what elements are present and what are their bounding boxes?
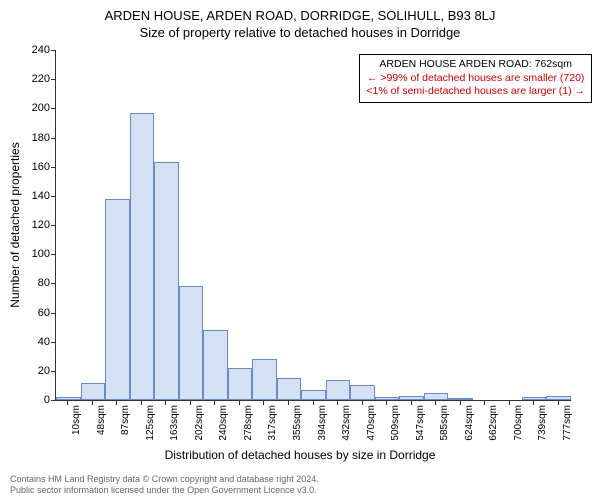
x-tickmark [263, 400, 264, 405]
y-tick-label: 100 [20, 248, 50, 260]
histogram-bar [228, 368, 253, 400]
x-tickmark [435, 400, 436, 405]
y-tick-label: 180 [20, 132, 50, 144]
x-tickmark [165, 400, 166, 405]
y-tickmark [51, 79, 56, 80]
x-tick-label: 87sqm [120, 405, 131, 435]
histogram-bar [179, 286, 204, 400]
y-tickmark [51, 196, 56, 197]
x-tick-label: 624sqm [464, 405, 475, 441]
x-tick-label: 547sqm [415, 405, 426, 441]
histogram-bar [277, 378, 302, 400]
annotation-line2: ← >99% of detached houses are smaller (7… [366, 72, 585, 86]
y-tickmark [51, 138, 56, 139]
histogram-bar [130, 113, 155, 400]
x-tickmark [313, 400, 314, 405]
y-tickmark [51, 371, 56, 372]
title-sub: Size of property relative to detached ho… [0, 23, 600, 40]
x-tickmark [67, 400, 68, 405]
x-tickmark [460, 400, 461, 405]
title-main: ARDEN HOUSE, ARDEN ROAD, DORRIDGE, SOLIH… [0, 0, 600, 23]
histogram-bar [350, 385, 375, 400]
x-tickmark [509, 400, 510, 405]
histogram-bar [203, 330, 228, 400]
y-tickmark [51, 283, 56, 284]
x-tick-label: 777sqm [562, 405, 573, 441]
histogram-bar [81, 383, 106, 401]
x-tickmark [116, 400, 117, 405]
x-tickmark [190, 400, 191, 405]
y-tick-label: 140 [20, 190, 50, 202]
y-tick-label: 20 [20, 365, 50, 377]
x-tick-label: 662sqm [488, 405, 499, 441]
y-tick-label: 160 [20, 161, 50, 173]
x-tick-label: 48sqm [96, 405, 107, 435]
x-tickmark [386, 400, 387, 405]
histogram-bar [252, 359, 277, 400]
y-tick-label: 220 [20, 73, 50, 85]
x-tickmark [533, 400, 534, 405]
y-tickmark [51, 342, 56, 343]
x-tick-label: 470sqm [366, 405, 377, 441]
annotation-line3: <1% of semi-detached houses are larger (… [366, 85, 585, 99]
footer-attribution: Contains HM Land Registry data © Crown c… [10, 474, 319, 496]
x-tick-label: 202sqm [194, 405, 205, 441]
x-tickmark [337, 400, 338, 405]
x-tick-label: 278sqm [243, 405, 254, 441]
y-tick-label: 240 [20, 44, 50, 56]
x-tick-label: 585sqm [439, 405, 450, 441]
x-tick-label: 10sqm [71, 405, 82, 435]
histogram-bar [154, 162, 179, 400]
x-tick-label: 394sqm [317, 405, 328, 441]
x-tickmark [411, 400, 412, 405]
x-tickmark [239, 400, 240, 405]
x-axis-label: Distribution of detached houses by size … [0, 448, 600, 462]
x-tick-label: 240sqm [218, 405, 229, 441]
histogram-bar [326, 380, 351, 400]
y-tick-label: 40 [20, 336, 50, 348]
y-tick-label: 0 [20, 394, 50, 406]
x-tick-label: 355sqm [292, 405, 303, 441]
x-tickmark [92, 400, 93, 405]
x-tick-label: 432sqm [341, 405, 352, 441]
annotation-box: ARDEN HOUSE ARDEN ROAD: 762sqm ← >99% of… [359, 54, 592, 103]
x-tick-label: 509sqm [390, 405, 401, 441]
x-tick-label: 317sqm [267, 405, 278, 441]
y-tickmark [51, 225, 56, 226]
y-tick-label: 60 [20, 307, 50, 319]
x-tickmark [141, 400, 142, 405]
x-tickmark [288, 400, 289, 405]
y-tickmark [51, 167, 56, 168]
y-tickmark [51, 108, 56, 109]
histogram-bar [424, 393, 449, 400]
histogram-bar [105, 199, 130, 400]
y-tickmark [51, 254, 56, 255]
x-tickmark [484, 400, 485, 405]
histogram-bar [56, 397, 81, 400]
x-tick-label: 739sqm [537, 405, 548, 441]
footer-line1: Contains HM Land Registry data © Crown c… [10, 474, 319, 485]
y-tick-label: 200 [20, 102, 50, 114]
x-tickmark [558, 400, 559, 405]
y-tick-label: 120 [20, 219, 50, 231]
x-tickmark [362, 400, 363, 405]
histogram-bar [301, 390, 326, 400]
footer-line2: Public sector information licensed under… [10, 485, 319, 496]
y-tickmark [51, 400, 56, 401]
x-tick-label: 700sqm [513, 405, 524, 441]
x-tickmark [214, 400, 215, 405]
y-tickmark [51, 50, 56, 51]
x-tick-label: 125sqm [145, 405, 156, 441]
x-tick-label: 163sqm [169, 405, 180, 441]
y-tick-label: 80 [20, 277, 50, 289]
annotation-line1: ARDEN HOUSE ARDEN ROAD: 762sqm [366, 58, 585, 72]
y-tickmark [51, 313, 56, 314]
